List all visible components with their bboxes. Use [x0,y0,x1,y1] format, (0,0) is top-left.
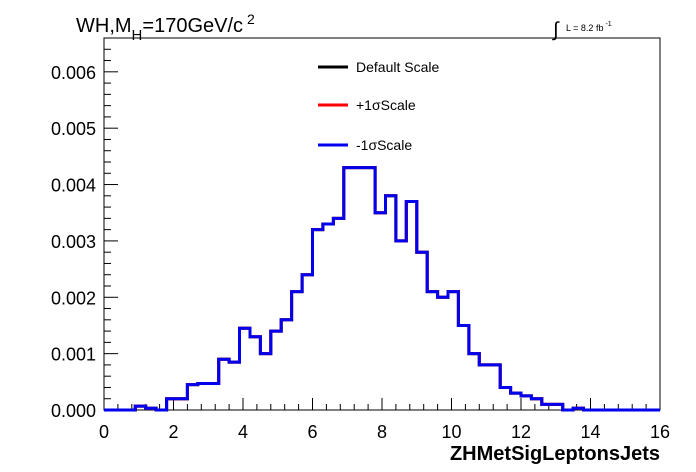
chart-title-superscript: 2 [247,11,255,27]
legend: Default Scale +1σScale -1σScale [318,59,439,153]
y-axis: 0.000 0.001 0.002 0.003 0.004 0.005 0.006 [51,37,118,421]
x-tick-label: 12 [511,422,531,442]
y-tick-label: 0.005 [51,119,96,139]
lumi-label-text: L = 8.2 fb [566,23,603,33]
y-tick-label: 0.002 [51,288,96,308]
chart-title-rest: =170GeV/c [142,15,243,37]
y-tick-label: 0.006 [51,63,96,83]
y-tick-label: 0.001 [51,345,96,365]
legend-label-0: Default Scale [356,59,439,75]
lumi-label-superscript: -1 [605,21,611,28]
y-tick-label: 0.003 [51,232,96,252]
x-tick-label: 4 [238,422,248,442]
x-tick-label: 6 [307,422,317,442]
series-layer [104,166,660,412]
legend-label-1: +1σScale [356,97,416,113]
y-tick-label: 0.004 [51,176,96,196]
x-tick-label: 2 [168,422,178,442]
x-tick-label: 10 [441,422,461,442]
x-tick-label: 16 [650,422,670,442]
legend-label-2: -1σScale [356,137,412,153]
x-tick-label: 14 [580,422,600,442]
y-tick-label: 0.000 [51,401,96,421]
chart-title-main: WH,M [76,15,132,37]
series-line-2 [104,166,660,412]
lumi-integral-sign: ∫ [552,19,560,41]
x-tick-label: 0 [99,422,109,442]
chart-title-subscript: H [132,27,143,44]
x-axis: 0 2 4 6 8 10 12 14 16 [99,398,670,442]
x-axis-label: ZHMetSigLeptonsJets [450,443,660,465]
x-tick-label: 8 [377,422,387,442]
chart-title: WH,MH=170GeV/c 2 [76,11,255,44]
lumi-label: L = 8.2 fb -1 [566,21,612,33]
